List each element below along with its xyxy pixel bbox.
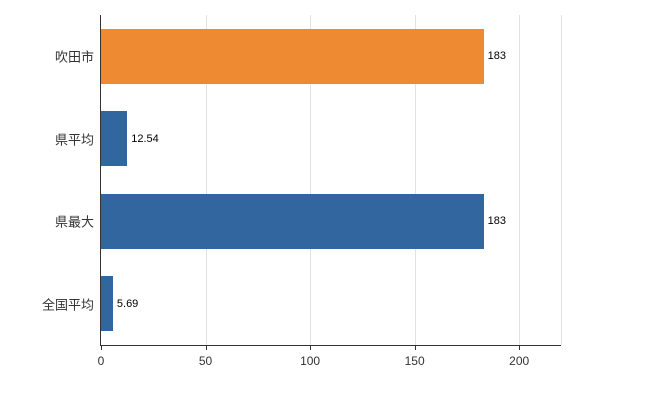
value-label: 183 — [487, 215, 506, 228]
category-label: 吹田市 — [54, 49, 94, 65]
bar-1 — [101, 111, 128, 167]
x-tick-label: 200 — [509, 354, 530, 368]
category-label: 県平均 — [54, 132, 94, 148]
x-tick-label: 150 — [404, 354, 425, 368]
plot-area: 0 50 100 150 200 183 吹田市 12.54 県平均 183 県最大 5.69 全国平均 — [42, 15, 562, 368]
gridline — [519, 15, 521, 345]
x-tick-label: 0 — [97, 354, 105, 368]
x-axis-tick — [414, 345, 416, 350]
gridline — [561, 15, 562, 345]
bar-2 — [101, 193, 484, 249]
gridline — [205, 15, 207, 345]
x-tick-label: 50 — [198, 354, 213, 368]
category-label: 県最大 — [54, 214, 94, 230]
x-axis-tick — [310, 345, 312, 350]
value-label: 12.54 — [131, 132, 159, 145]
x-axis-tick — [519, 345, 521, 350]
x-axis-tick — [205, 345, 207, 350]
x-tick-label: 100 — [300, 354, 321, 368]
value-label: 183 — [487, 50, 506, 63]
x-axis-tick — [101, 345, 102, 350]
gridline — [310, 15, 312, 345]
bar-0 — [101, 28, 484, 84]
category-label: 全国平均 — [41, 297, 94, 313]
gridline — [414, 15, 416, 345]
value-label: 5.69 — [116, 297, 139, 310]
bar-3 — [101, 276, 113, 332]
